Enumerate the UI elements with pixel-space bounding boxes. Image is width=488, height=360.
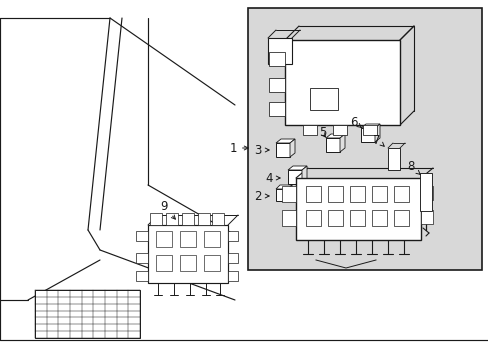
Bar [371,186,386,202]
Polygon shape [360,124,379,128]
Bar [212,213,224,225]
Bar [285,40,399,125]
Bar [287,170,302,184]
Bar [295,178,420,240]
Polygon shape [325,134,345,138]
Bar [165,213,178,225]
Bar [362,125,376,135]
Bar [227,271,238,281]
Bar [419,173,431,211]
Bar [180,255,196,271]
Bar [156,255,172,271]
Bar [305,186,320,202]
Bar [198,213,209,225]
Bar [327,210,342,226]
Polygon shape [275,139,294,143]
Text: 1: 1 [229,141,247,154]
Text: 7: 7 [373,134,384,147]
Polygon shape [339,134,345,152]
Polygon shape [302,166,306,184]
Bar [371,210,386,226]
Bar [136,271,148,281]
Bar [282,186,295,202]
Text: 8: 8 [407,161,419,174]
Text: 6: 6 [350,116,361,129]
Bar [180,231,196,247]
Bar [227,253,238,263]
Polygon shape [287,166,306,170]
Bar [282,210,295,226]
Text: 3: 3 [254,144,268,157]
Polygon shape [287,185,291,201]
Text: 5: 5 [318,126,325,139]
Polygon shape [374,124,379,142]
Text: 4: 4 [265,171,280,184]
Bar [203,255,220,271]
Bar [203,231,220,247]
Bar [148,225,227,283]
Bar [349,186,364,202]
Bar [360,128,374,142]
Polygon shape [275,185,291,189]
Bar [156,231,172,247]
Bar [136,253,148,263]
Bar [387,148,399,170]
Bar [327,186,342,202]
Bar [393,210,408,226]
Bar [150,213,162,225]
Polygon shape [289,139,294,157]
Bar [267,38,291,64]
Bar [420,186,432,200]
Bar [420,210,432,224]
Bar [275,143,289,157]
Bar [247,8,481,270]
Bar [35,290,140,338]
Bar [182,213,194,225]
Text: 2: 2 [254,189,268,202]
Bar [309,88,337,110]
Bar [268,78,285,92]
Bar [305,210,320,226]
Bar [275,189,287,201]
Bar [268,102,285,116]
Bar [227,231,238,241]
Bar [332,125,346,135]
Bar [136,231,148,241]
Bar [393,186,408,202]
Bar [268,52,285,66]
Text: 9: 9 [160,201,175,219]
Bar [349,210,364,226]
Bar [303,125,316,135]
Bar [325,138,339,152]
